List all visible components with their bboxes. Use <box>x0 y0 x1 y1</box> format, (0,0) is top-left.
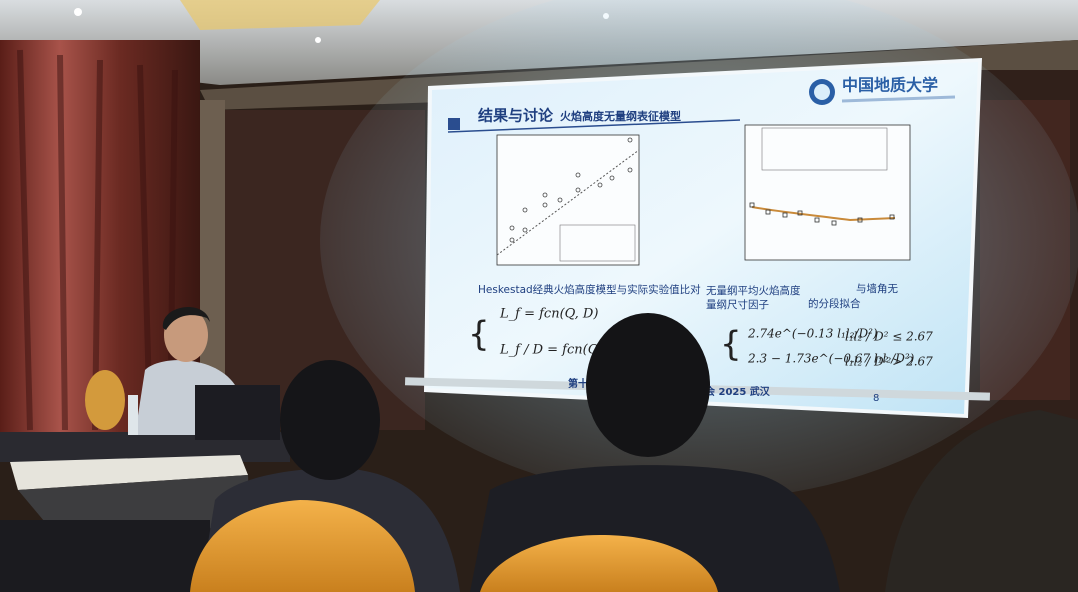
equation: 2.74e^(−0.13 l₁l₂/D²) <box>747 327 878 341</box>
right-caption: 的分段拟合 <box>808 297 861 310</box>
audience-head <box>885 410 1078 592</box>
water-bottle <box>128 395 138 435</box>
university-emblem-inner <box>814 84 830 100</box>
audience-head <box>280 360 380 480</box>
presenter-face <box>164 308 208 362</box>
slide-topic: 火焰高度无量纲表征模型 <box>560 109 681 123</box>
equation: l₁l₂ / D² ≤ 2.67 <box>845 330 933 344</box>
curtain-folds <box>17 49 178 431</box>
logo-subtitle <box>841 95 956 103</box>
brace: { <box>468 315 490 355</box>
plot-points <box>749 202 895 226</box>
university-logo: 中国地质大学 <box>842 76 938 95</box>
spotlight <box>74 8 82 16</box>
equation: l₁l₂ / D² > 2.67 <box>845 355 933 369</box>
header-icon <box>448 118 460 130</box>
equation: 2.3 − 1.73e^(−0.67 l₁l₂/D²) <box>747 352 915 366</box>
right-caption: 量纲尺寸因子 <box>706 298 769 311</box>
laptop <box>195 385 280 440</box>
plot-points <box>509 137 633 243</box>
plot-legend <box>761 127 888 171</box>
slide-footer: 第十 <box>568 377 588 390</box>
plot-fit-line <box>751 206 896 222</box>
presenter-hair <box>162 307 210 330</box>
chair <box>190 500 415 592</box>
chair <box>480 535 718 592</box>
left-caption: Heskestad经典火焰高度模型与实际实验值比对 <box>478 283 701 296</box>
equation: L_f = fcn(Q, D) <box>499 307 598 322</box>
brace: { <box>720 325 742 365</box>
plot-legend <box>559 224 636 262</box>
chair <box>85 370 125 430</box>
header-rule <box>447 119 741 133</box>
spotlight <box>315 37 321 43</box>
projector-top <box>10 455 248 490</box>
right-caption: 与墙角无 <box>856 282 898 295</box>
right-caption: 无量纲平均火焰高度 <box>706 284 801 297</box>
slide-section: 结果与讨论 <box>478 107 554 125</box>
plot-frame <box>744 124 911 261</box>
plot-frame <box>496 134 640 266</box>
slide-footer: 会 2025 武汉 <box>705 385 771 398</box>
plot-fit-line <box>496 149 640 256</box>
table <box>0 520 210 592</box>
audience-head <box>586 313 710 457</box>
ceiling-light <box>180 0 380 30</box>
slide-page-number: 8 <box>873 393 879 404</box>
